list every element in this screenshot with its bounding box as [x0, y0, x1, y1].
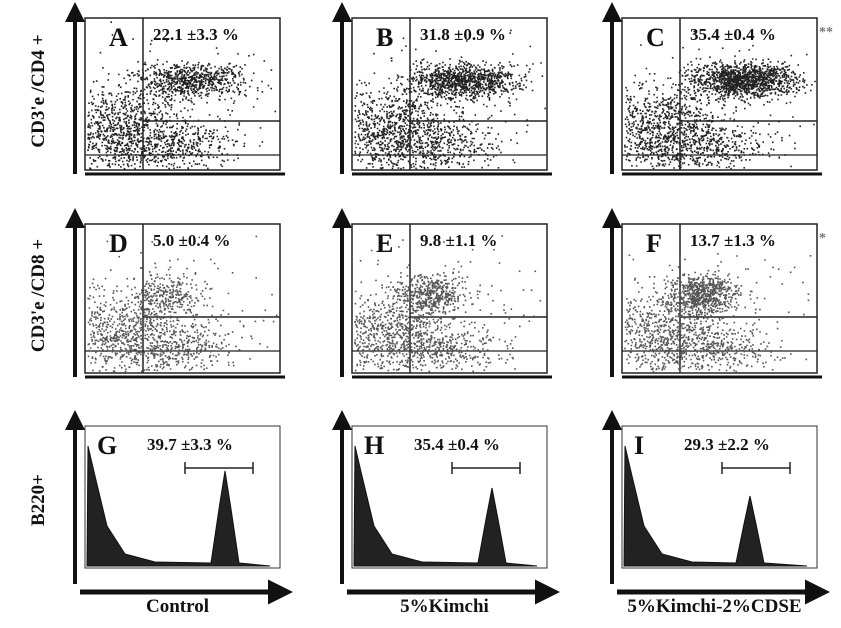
histogram — [86, 445, 271, 567]
panel: A 22.1 ±3.3 % — [65, 2, 285, 176]
panel-value: 9.8 ±1.1 % — [420, 231, 497, 250]
gate-bracket — [721, 462, 791, 474]
column-label: 5%Kimchi-2%CDSE — [627, 596, 801, 617]
column-label: Control — [146, 596, 209, 617]
plot-frame — [351, 223, 548, 374]
dot-cloud — [354, 235, 542, 373]
significance: * — [819, 231, 826, 246]
column-label: 5%Kimchi — [400, 596, 489, 617]
histogram — [353, 445, 538, 567]
panel-letter: B — [376, 23, 393, 52]
panel: D 5.0 ±0.4 % — [65, 208, 285, 379]
plot-frame — [351, 425, 548, 569]
panel-value: 35.4 ±0.4 % — [690, 25, 776, 44]
panel: C 35.4 ±0.4 % ** — [602, 2, 833, 176]
panel-value: 39.7 ±3.3 % — [147, 435, 233, 454]
panel-letter: C — [646, 23, 665, 52]
panel: G 39.7 ±3.3 % — [65, 410, 293, 605]
significance: ** — [819, 25, 833, 40]
panel-value: 31.8 ±0.9 % — [420, 25, 506, 44]
plot-frame — [351, 17, 548, 171]
gate-bracket — [184, 462, 254, 474]
plot-frame — [621, 425, 818, 569]
panel-letter: E — [376, 229, 393, 258]
panel-letter: A — [109, 23, 128, 52]
panel-value: 22.1 ±3.3 % — [153, 25, 239, 44]
histogram — [623, 445, 808, 567]
dot-cloud — [354, 29, 546, 170]
panel-value: 29.3 ±2.2 % — [684, 435, 770, 454]
panel-letter: F — [646, 229, 662, 258]
panel-letter: H — [364, 431, 384, 460]
plot-frame — [84, 223, 281, 374]
panel-letter: G — [97, 431, 117, 460]
plot-frame — [621, 17, 818, 171]
panel: I 29.3 ±2.2 % — [602, 410, 830, 605]
panel-value: 13.7 ±1.3 % — [690, 231, 776, 250]
dot-cloud — [87, 235, 278, 373]
panel-letter: D — [109, 229, 128, 258]
gate-bracket — [451, 462, 521, 474]
plot-frame — [621, 223, 818, 374]
panel: F 13.7 ±1.3 % * — [602, 208, 826, 379]
plot-frame — [84, 425, 281, 569]
row-label: CD3'e /CD8 + — [28, 239, 49, 352]
dot-cloud — [624, 30, 816, 170]
panel-value: 35.4 ±0.4 % — [414, 435, 500, 454]
panel: B 31.8 ±0.9 % — [332, 2, 552, 176]
panel-letter: I — [634, 431, 644, 460]
plot-frame — [84, 17, 281, 171]
row-label: B220+ — [28, 474, 49, 526]
panel: E 9.8 ±1.1 % — [332, 208, 552, 379]
panel: H 35.4 ±0.4 % — [332, 410, 560, 605]
row-label: CD3'e /CD4 + — [28, 34, 49, 147]
dot-cloud — [624, 249, 812, 373]
panel-value: 5.0 ±0.4 % — [153, 231, 230, 250]
